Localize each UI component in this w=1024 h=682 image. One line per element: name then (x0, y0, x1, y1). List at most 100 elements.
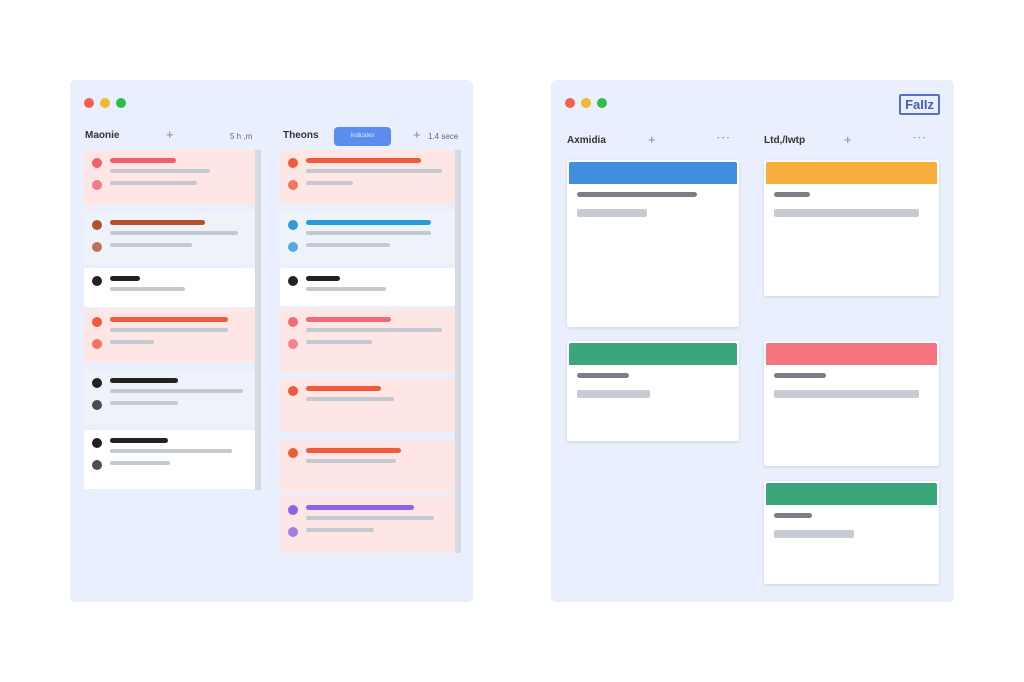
task-card[interactable] (84, 212, 255, 265)
scrollbar[interactable] (455, 150, 461, 553)
task-card[interactable] (84, 150, 255, 205)
task-title-bar (306, 276, 340, 281)
status-icon (288, 505, 298, 515)
board-badge[interactable]: FaIIz (899, 94, 940, 115)
task-detail-line (110, 231, 238, 235)
card-detail-line (577, 390, 650, 398)
minimize-button[interactable] (581, 98, 591, 108)
task-title-bar (110, 220, 205, 225)
task-card[interactable] (280, 378, 455, 432)
task-title-bar (306, 386, 381, 391)
column-meta: 5 h ,m (230, 132, 253, 141)
scrollbar[interactable] (255, 150, 261, 490)
maximize-button[interactable] (597, 98, 607, 108)
minimize-button[interactable] (100, 98, 110, 108)
card-title-line (577, 373, 629, 378)
task-card[interactable] (280, 497, 455, 553)
task-title-bar (110, 317, 228, 322)
card-header (569, 162, 737, 184)
status-icon (92, 317, 102, 327)
assignee-icon (92, 460, 102, 470)
assignee-icon (92, 180, 102, 190)
card-title-line (577, 192, 697, 197)
task-title-bar (306, 505, 414, 510)
task-card[interactable] (280, 212, 455, 265)
kanban-card[interactable] (567, 341, 739, 441)
task-card[interactable] (280, 268, 455, 306)
task-card[interactable] (84, 430, 255, 489)
assignee-icon (288, 339, 298, 349)
column-meta: 1.4 sece (428, 132, 459, 141)
task-detail-line (306, 459, 396, 463)
task-detail-line (306, 287, 386, 291)
task-detail-line (306, 181, 353, 185)
task-detail-line (110, 389, 243, 393)
column-title: Ltd,/lwtp (764, 135, 806, 146)
task-card[interactable] (84, 309, 255, 362)
task-detail-line (110, 287, 185, 291)
add-card-icon[interactable]: + (166, 127, 174, 142)
column-title: Theons (283, 130, 319, 141)
assignee-icon (92, 400, 102, 410)
card-title-line (774, 373, 826, 378)
kanban-card[interactable] (764, 341, 939, 466)
more-options-icon[interactable]: - - - (717, 133, 730, 142)
kanban-card[interactable] (764, 481, 939, 584)
task-title-bar (306, 158, 421, 163)
task-detail-line (306, 231, 431, 235)
card-detail-line (774, 390, 919, 398)
status-icon (92, 158, 102, 168)
status-icon (92, 220, 102, 230)
task-detail-line (110, 449, 232, 453)
window-controls (565, 98, 607, 108)
kanban-card[interactable] (764, 160, 939, 296)
add-card-icon[interactable]: + (844, 132, 852, 147)
status-icon (92, 276, 102, 286)
task-detail-line (110, 181, 197, 185)
task-card[interactable] (280, 309, 455, 372)
add-card-icon[interactable]: + (413, 127, 421, 142)
close-button[interactable] (565, 98, 575, 108)
task-title-bar (306, 220, 431, 225)
task-card[interactable] (280, 150, 455, 205)
column-title: Axmidia (567, 135, 606, 146)
card-header (766, 162, 937, 184)
task-detail-line (306, 516, 434, 520)
status-icon (92, 438, 102, 448)
task-detail-line (110, 461, 170, 465)
assignee-icon (92, 242, 102, 252)
status-icon (288, 317, 298, 327)
add-card-icon[interactable]: + (648, 132, 656, 147)
task-detail-line (306, 397, 394, 401)
status-icon (288, 386, 298, 396)
task-detail-line (110, 401, 178, 405)
left-board-window: Maonie + 5 h ,m Theons Indicates + 1.4 s… (70, 80, 473, 602)
maximize-button[interactable] (116, 98, 126, 108)
card-detail-line (774, 530, 854, 538)
task-detail-line (110, 328, 228, 332)
card-header (766, 483, 937, 505)
task-card[interactable] (280, 440, 455, 494)
more-options-icon[interactable]: - - - (913, 133, 926, 142)
task-card[interactable] (84, 268, 255, 307)
assignee-icon (92, 339, 102, 349)
task-detail-line (110, 340, 154, 344)
assignee-icon (288, 242, 298, 252)
column-title: Maonie (85, 130, 120, 141)
kanban-card[interactable] (567, 160, 739, 327)
status-icon (288, 276, 298, 286)
card-header (569, 343, 737, 365)
task-detail-line (306, 328, 442, 332)
status-icon (288, 158, 298, 168)
task-detail-line (306, 528, 374, 532)
task-detail-line (306, 169, 442, 173)
card-header (766, 343, 937, 365)
status-icon (92, 378, 102, 388)
right-board-window: FaIIz Axmidia + - - - Ltd,/lwtp + - - - (551, 80, 954, 602)
task-card[interactable] (84, 370, 255, 425)
task-detail-line (306, 340, 372, 344)
status-icon (288, 220, 298, 230)
task-title-bar (110, 276, 140, 281)
filter-button[interactable]: Indicates (334, 127, 391, 146)
close-button[interactable] (84, 98, 94, 108)
